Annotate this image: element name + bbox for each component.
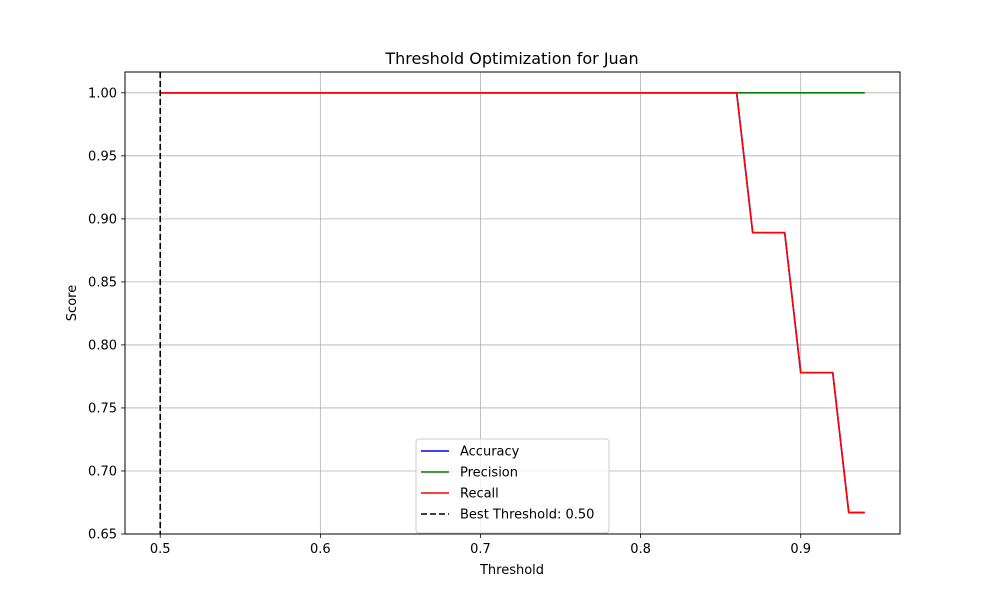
x-tick-label: 0.9 [790, 542, 811, 557]
y-axis-ticks: 0.65 0.70 0.75 0.80 0.85 0.90 0.95 1.00 [88, 86, 125, 543]
series-lines [159, 72, 865, 534]
chart-title: Threshold Optimization for Juan [384, 49, 638, 68]
legend-label-best-threshold-0-50: Best Threshold: 0.50 [460, 508, 594, 523]
legend-label-recall: Recall [460, 487, 499, 502]
y-tick-label: 0.85 [88, 275, 117, 290]
axes-frame [124, 71, 901, 535]
y-tick-label: 0.75 [88, 401, 117, 416]
x-axis-label: Threshold [479, 563, 544, 578]
y-tick-label: 1.00 [88, 86, 117, 101]
x-tick-label: 0.7 [470, 542, 491, 557]
y-tick-label: 0.95 [88, 149, 117, 164]
y-tick-label: 0.90 [88, 212, 117, 227]
y-tick-label: 0.65 [88, 528, 117, 543]
grid [125, 72, 900, 535]
legend-box [415, 438, 610, 534]
x-tick-label: 0.5 [150, 542, 171, 557]
series-line-recall [160, 92, 865, 514]
x-tick-label: 0.6 [310, 542, 331, 557]
legend: Accuracy Precision Recall Best Threshold: 0… [415, 438, 610, 534]
y-tick-label: 0.70 [88, 464, 117, 479]
legend-label-precision: Precision [460, 466, 518, 481]
legend-label-accuracy: Accuracy [460, 445, 520, 460]
x-axis-ticks: 0.5 0.6 0.7 0.8 0.9 [150, 534, 811, 557]
x-tick-label: 0.8 [630, 542, 651, 557]
y-axis-label: Score [65, 285, 80, 321]
y-tick-label: 0.80 [88, 338, 117, 353]
